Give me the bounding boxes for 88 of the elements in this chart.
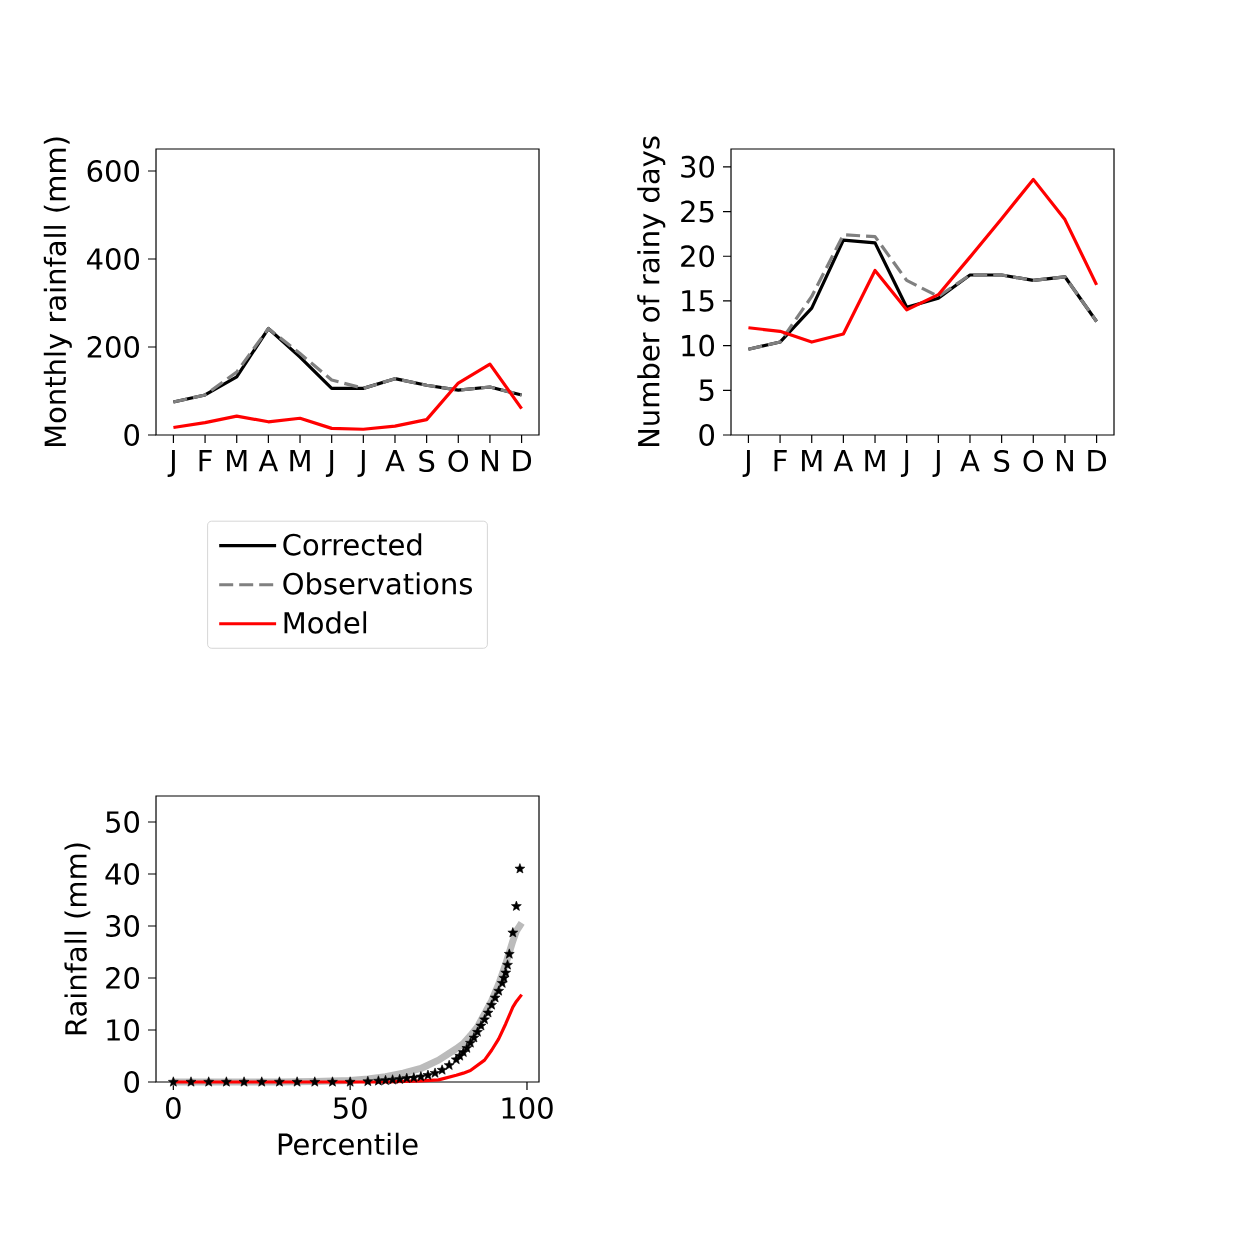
legend-label: Observations (283, 572, 473, 595)
point (274, 1076, 285, 1087)
x-tick-label: A (960, 450, 980, 472)
point (394, 1073, 405, 1084)
point (489, 992, 501, 1003)
x-tick-label: 50 (333, 1097, 367, 1119)
point (507, 927, 519, 938)
point (443, 1059, 455, 1070)
x-tick-label: O (1023, 450, 1044, 472)
y-tick-label: 0 (124, 424, 140, 446)
point (500, 967, 511, 978)
x-tick-label: A (385, 450, 405, 472)
point (401, 1072, 412, 1083)
x-tick-label: N (1056, 450, 1073, 472)
point (291, 1076, 303, 1087)
point (373, 1075, 384, 1086)
x-axis-title: Percentile (278, 1132, 418, 1156)
x-tick-label: O (448, 450, 469, 472)
point (380, 1074, 391, 1085)
x-tick-label: D (1088, 450, 1107, 472)
y-tick-label: 400 (87, 248, 139, 270)
point (362, 1075, 374, 1086)
y-tick-label: 200 (87, 336, 139, 358)
point (486, 999, 497, 1010)
point (168, 1076, 179, 1087)
y-tick-label: 20 (681, 245, 715, 268)
line-series (171, 362, 524, 431)
point (185, 1076, 197, 1087)
x-tick-label: J (325, 450, 334, 477)
x-tick-label: D (513, 450, 532, 472)
point (344, 1076, 356, 1087)
legend-label: Model (284, 611, 367, 634)
point (309, 1076, 321, 1087)
x-tick-label: N (481, 450, 498, 472)
point (422, 1069, 434, 1080)
x-tick-label: 0 (166, 1097, 181, 1119)
y-tick-label: 5 (699, 379, 714, 402)
point (436, 1064, 448, 1075)
point (465, 1037, 476, 1048)
x-tick-label: F (774, 450, 787, 472)
x-tick-label: A (258, 450, 279, 472)
point (238, 1076, 250, 1087)
point (493, 985, 504, 996)
x-tick-label: S (994, 450, 1010, 472)
y-tick-label: 600 (87, 160, 139, 182)
y-tick-label: 50 (106, 811, 140, 833)
point (415, 1071, 427, 1082)
y-axis-title: Rainfall (mm) (64, 843, 91, 1035)
x-tick-label: 100 (502, 1097, 553, 1119)
point (514, 863, 526, 874)
point (504, 948, 515, 959)
x-tick-label: M (802, 450, 822, 472)
point (511, 900, 522, 911)
x-tick-label: J (900, 450, 909, 477)
x-tick-label: M (227, 450, 247, 472)
point (429, 1067, 441, 1078)
y-tick-label: 30 (681, 155, 715, 178)
x-tick-label: M (290, 450, 310, 472)
y-tick-label: 0 (124, 1071, 140, 1093)
x-tick-label: J (932, 450, 940, 477)
y-tick-label: 30 (106, 915, 140, 937)
x-tick-label: F (199, 450, 212, 472)
point (221, 1076, 232, 1087)
point (472, 1026, 483, 1037)
y-tick-label: 40 (105, 863, 140, 885)
point (256, 1076, 267, 1087)
y-tick-label: 10 (682, 334, 715, 357)
y-tick-label: 0 (699, 424, 715, 446)
point (482, 1007, 494, 1018)
y-axis-title: Monthly rainfall (mm) (43, 137, 72, 447)
legend-label: Corrected (283, 533, 422, 556)
x-tick-label: A (833, 450, 854, 472)
x-tick-label: M (865, 450, 885, 472)
y-tick-label: 10 (107, 1019, 140, 1041)
line-series (746, 177, 1099, 344)
point (502, 959, 513, 970)
y-tick-label: 25 (681, 200, 714, 223)
x-tick-label: S (419, 450, 435, 472)
x-tick-label: J (167, 450, 175, 477)
y-tick-label: 15 (682, 290, 714, 312)
x-tick-label: J (357, 450, 365, 477)
point (327, 1076, 338, 1087)
y-tick-label: 20 (106, 967, 140, 989)
line-series (171, 326, 524, 404)
point (203, 1076, 214, 1087)
point (387, 1074, 398, 1085)
x-tick-label: J (742, 450, 750, 477)
y-axis-title: Number of rainy days (637, 136, 666, 447)
